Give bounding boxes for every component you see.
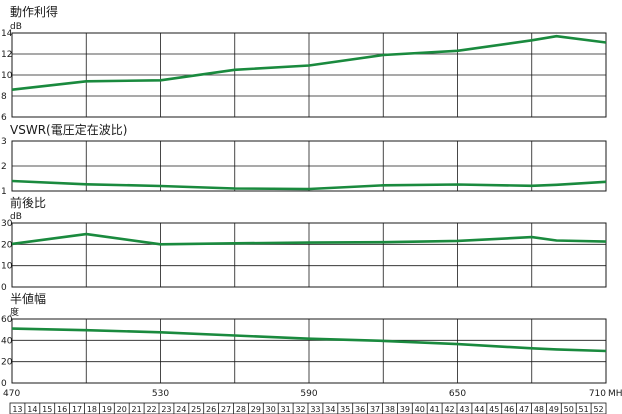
channel-label: 24 [176,405,186,414]
channel-label: 44 [474,405,484,414]
y-tick-label: 10 [1,262,13,272]
channel-label: 48 [534,405,544,414]
y-axis-unit: dB [10,22,22,32]
x-tick-label: 590 [300,389,317,399]
channel-label: 39 [400,405,410,414]
y-tick-label: 40 [1,336,13,346]
channel-label: 14 [27,405,37,414]
channel-label: 13 [12,405,22,414]
x-tick-label: 530 [152,389,169,399]
channel-label: 22 [146,405,156,414]
channel-label: 37 [370,405,380,414]
channel-label: 34 [325,405,335,414]
panel-title: VSWR(電圧定在波比) [10,122,127,137]
chart-panel-1: VSWR(電圧定在波比) 1 2 3 [1,122,607,197]
channel-label: 35 [340,405,350,414]
panel-title: 半値幅 [10,291,46,306]
channel-label: 15 [42,405,52,414]
channel-label: 51 [579,405,589,414]
y-tick-label: 20 [1,240,13,250]
panel-title: 前後比 [10,195,46,210]
y-axis-unit: 度 [10,306,19,318]
y-tick-label: 60 [1,315,13,325]
channel-label: 27 [221,405,231,414]
channel-label: 28 [236,405,246,414]
y-tick-label: 1 [1,187,7,197]
channel-label: 21 [132,405,142,414]
channel-label: 23 [161,405,171,414]
y-tick-label: 0 [1,379,7,389]
channel-label: 45 [489,405,499,414]
y-tick-label: 20 [1,358,13,368]
channel-label: 17 [72,405,82,414]
channel-label: 33 [310,405,320,414]
plot-frame [11,140,607,192]
plot-frame [11,222,607,288]
channel-label: 20 [117,405,127,414]
x-tick-label: 710 [589,389,606,399]
channel-label: 19 [102,405,112,414]
chart-panel-2: 前後比 dB 0 10 20 30 [1,195,607,293]
series-line [11,327,607,353]
channel-label: 49 [549,405,559,414]
channel-label: 40 [415,405,425,414]
channel-label: 26 [206,405,216,414]
channel-label: 50 [564,405,574,414]
y-axis-unit: dB [10,212,22,222]
channel-label: 16 [57,405,67,414]
channel-label: 36 [355,405,365,414]
channel-label: 41 [430,405,440,414]
plot-frame [11,32,607,118]
series-line [11,34,607,91]
panel-title: 動作利得 [10,4,58,19]
series-line [11,232,607,246]
channel-label: 46 [504,405,514,414]
channel-label: 30 [266,405,276,414]
channel-label: 47 [519,405,529,414]
y-tick-label: 10 [1,71,13,81]
y-tick-label: 0 [1,283,7,293]
x-tick-label: 470 [3,389,20,399]
y-tick-label: 2 [1,162,7,172]
channel-label: 18 [87,405,97,414]
x-tick-label: 650 [449,389,466,399]
channel-label: 29 [251,405,261,414]
series-line [11,179,607,191]
y-tick-label: 6 [1,113,7,123]
y-tick-label: 30 [1,219,13,229]
chart-panel-0: 動作利得 dB 6 8 10 12 14 [1,4,607,123]
y-tick-label: 12 [1,50,12,60]
channel-label: 31 [281,405,291,414]
y-tick-label: 8 [1,92,7,102]
channel-label: 32 [295,405,305,414]
y-tick-label: 14 [1,29,13,39]
x-axis-unit: MHz [608,389,622,399]
channel-label: 42 [444,405,454,414]
channel-label: 43 [459,405,469,414]
channel-label: 38 [385,405,395,414]
channel-label: 25 [191,405,201,414]
channel-label: 52 [593,405,603,414]
y-tick-label: 3 [1,137,7,147]
